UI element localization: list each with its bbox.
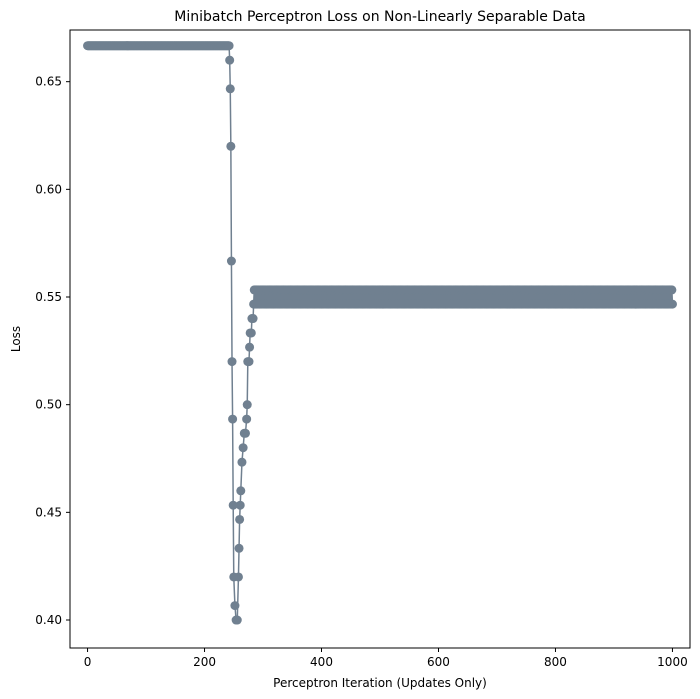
x-tick-label: 200 <box>193 655 216 669</box>
data-point <box>230 601 240 611</box>
data-point <box>228 500 238 510</box>
data-point <box>232 615 242 625</box>
y-tick-label: 0.55 <box>35 290 62 304</box>
data-point <box>244 357 254 367</box>
data-point <box>236 486 246 496</box>
data-point <box>667 285 677 295</box>
data-point <box>227 357 237 367</box>
data-point <box>242 400 252 410</box>
data-point <box>226 141 236 151</box>
series-line <box>87 44 674 621</box>
data-point <box>248 314 258 324</box>
y-tick-label: 0.60 <box>35 182 62 196</box>
data-point <box>245 342 255 352</box>
y-tick-label: 0.65 <box>35 75 62 89</box>
data-point <box>667 299 677 309</box>
data-point <box>234 543 244 553</box>
data-point <box>242 414 252 424</box>
data-point <box>225 55 235 65</box>
data-point <box>235 500 245 510</box>
y-tick-label: 0.45 <box>35 505 62 519</box>
x-tick-label: 600 <box>427 655 450 669</box>
x-axis: 0 200 400 600 800 1000 <box>84 648 688 669</box>
data-point <box>225 84 235 94</box>
x-tick-label: 800 <box>544 655 567 669</box>
data-point <box>238 443 248 453</box>
x-tick-label: 400 <box>310 655 333 669</box>
data-point <box>228 414 238 424</box>
data-point <box>246 328 256 338</box>
plot-frame <box>69 29 691 649</box>
y-tick-label: 0.40 <box>35 613 62 627</box>
chart-title: Minibatch Perceptron Loss on Non-Linearl… <box>174 9 585 25</box>
y-axis: 0.40 0.45 0.50 0.55 0.60 0.65 <box>35 75 70 627</box>
data-point <box>224 41 234 51</box>
y-axis-label: Loss <box>9 326 23 352</box>
data-point <box>226 256 236 266</box>
x-tick-label: 0 <box>84 655 92 669</box>
plot-layer <box>83 41 677 625</box>
data-point <box>235 514 245 524</box>
data-point <box>240 428 250 438</box>
x-tick-label: 1000 <box>657 655 688 669</box>
data-point <box>233 572 243 582</box>
x-axis-label: Perceptron Iteration (Updates Only) <box>273 676 487 690</box>
y-tick-label: 0.50 <box>35 398 62 412</box>
data-point <box>237 457 247 467</box>
